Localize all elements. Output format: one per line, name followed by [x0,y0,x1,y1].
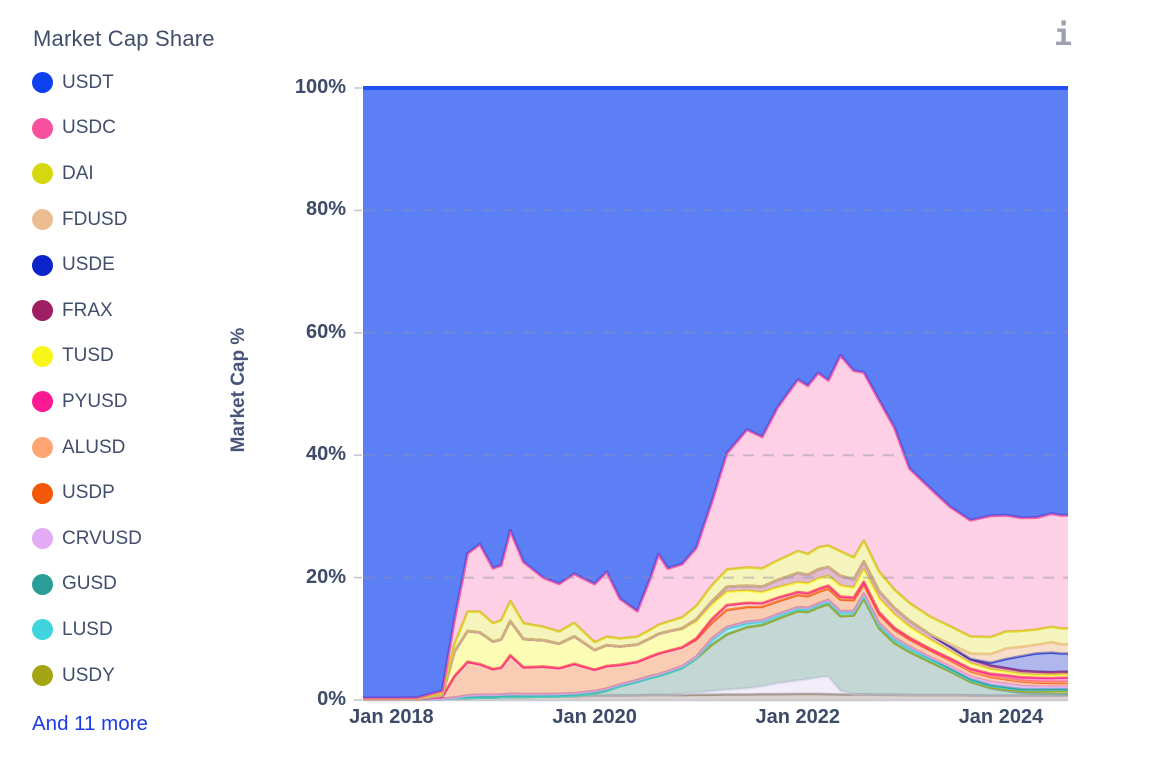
line-dai [363,539,1068,700]
legend-item-label: FRAX [62,299,113,321]
legend-item-label: FDUSD [62,208,128,230]
legend-item-label: USDY [62,664,115,686]
legend-item-label: USDE [62,254,115,276]
line-pyusd [363,580,1068,701]
dai-color-dot [32,163,53,185]
legend-item-lusd[interactable]: LUSD [32,607,232,653]
lusd-color-dot [32,619,53,641]
legend-item-label: USDP [62,482,115,504]
legend-item-label: DAI [62,162,94,184]
alusd-color-dot [32,437,53,459]
legend: USDT USDC DAI FDUSD USDE FRAX TUSD PYUSD ALUSD US… [32,60,232,698]
legend-item-gusd[interactable]: GUSD [32,562,232,608]
legend-item-label: GUSD [62,573,117,595]
usdy-color-dot [32,665,53,687]
y-tick-100: 100% [294,76,346,98]
legend-item-pyusd[interactable]: PYUSD [32,379,232,425]
legend-item-label: TUSD [62,345,114,367]
area-usdc[interactable] [363,355,1068,699]
area-dai[interactable] [363,540,1068,700]
y-tick-60: 60% [305,320,346,343]
legend-item-fdusd[interactable]: FDUSD [32,197,232,243]
y-tick-20: 20% [305,565,346,588]
line-fdusd [363,560,1068,701]
legend-more-link[interactable]: And 11 more [32,712,148,735]
frax-color-dot [32,300,53,322]
legend-item-label: USDC [62,117,116,139]
legend-item-label: PYUSD [62,390,128,412]
legend-item-label: USDT [62,71,114,93]
area-other-3[interactable] [363,598,1068,700]
info-icon[interactable]: i [1053,18,1073,53]
tusd-color-dot [32,345,53,367]
y-tick-0: 0% [317,688,346,710]
legend-item-label: ALUSD [62,436,126,458]
legend-item-label: CRVUSD [62,527,142,549]
usde-color-dot [32,254,53,276]
x-tick-2020: Jan 2020 [552,706,637,728]
area-series-group [363,86,1068,701]
crvusd-color-dot [32,528,53,550]
legend-item-usdy[interactable]: USDY [32,653,232,699]
y-tick-80: 80% [305,198,346,221]
gridlines [354,87,1068,701]
pyusd-color-dot [32,391,53,413]
gusd-color-dot [32,573,53,595]
legend-item-dai[interactable]: DAI [32,151,232,197]
usdc-color-dot [32,117,53,139]
page-title: Market Cap Share [33,26,215,51]
legend-item-alusd[interactable]: ALUSD [32,425,232,471]
x-tick-2024: Jan 2024 [958,706,1044,728]
legend-item-usdc[interactable]: USDC [32,106,232,152]
legend-item-frax[interactable]: FRAX [32,288,232,334]
fdusd-color-dot [32,209,53,231]
legend-item-tusd[interactable]: TUSD [32,334,232,380]
area-tusd[interactable] [363,569,1068,700]
x-tick-2018: Jan 2018 [349,706,434,728]
usdp-color-dot [32,482,53,504]
area-usdt[interactable] [363,88,1068,698]
legend-item-crvusd[interactable]: CRVUSD [32,516,232,562]
y-tick-40: 40% [305,443,346,466]
x-tick-2022: Jan 2022 [755,706,841,728]
legend-item-label: LUSD [62,618,113,640]
area-other-2[interactable] [363,676,1068,700]
line-crvusd [363,592,1068,701]
legend-item-usdp[interactable]: USDP [32,470,232,516]
usdt-color-dot [32,72,53,94]
legend-item-usde[interactable]: USDE [32,242,232,288]
legend-item-usdt[interactable]: USDT [32,60,232,106]
area-usdp[interactable] [363,584,1068,700]
